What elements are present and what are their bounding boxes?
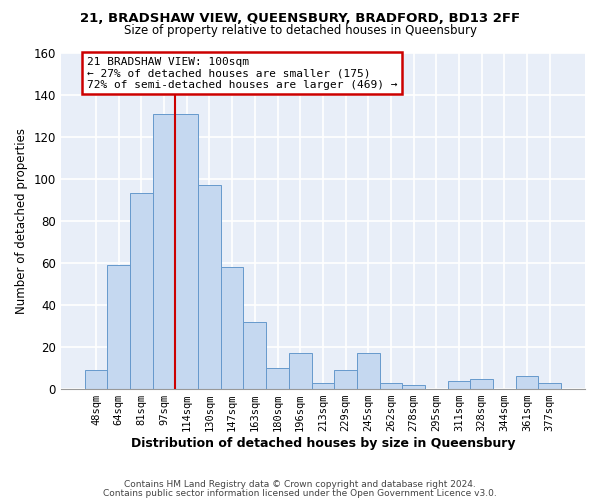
X-axis label: Distribution of detached houses by size in Queensbury: Distribution of detached houses by size … bbox=[131, 437, 515, 450]
Bar bbox=[175, 114, 198, 389]
Bar bbox=[357, 354, 380, 389]
Bar bbox=[311, 383, 334, 389]
Bar bbox=[334, 370, 357, 389]
Text: 21, BRADSHAW VIEW, QUEENSBURY, BRADFORD, BD13 2FF: 21, BRADSHAW VIEW, QUEENSBURY, BRADFORD,… bbox=[80, 12, 520, 26]
Text: Contains public sector information licensed under the Open Government Licence v3: Contains public sector information licen… bbox=[103, 489, 497, 498]
Bar bbox=[538, 383, 561, 389]
Bar bbox=[152, 114, 175, 389]
Bar bbox=[221, 267, 244, 389]
Text: Size of property relative to detached houses in Queensbury: Size of property relative to detached ho… bbox=[124, 24, 476, 37]
Bar bbox=[289, 354, 311, 389]
Bar bbox=[85, 370, 107, 389]
Bar bbox=[198, 185, 221, 389]
Bar bbox=[403, 385, 425, 389]
Bar bbox=[130, 194, 152, 389]
Bar bbox=[516, 376, 538, 389]
Text: Contains HM Land Registry data © Crown copyright and database right 2024.: Contains HM Land Registry data © Crown c… bbox=[124, 480, 476, 489]
Bar bbox=[107, 265, 130, 389]
Y-axis label: Number of detached properties: Number of detached properties bbox=[15, 128, 28, 314]
Bar bbox=[448, 380, 470, 389]
Bar bbox=[266, 368, 289, 389]
Bar bbox=[470, 378, 493, 389]
Bar bbox=[380, 383, 403, 389]
Text: 21 BRADSHAW VIEW: 100sqm
← 27% of detached houses are smaller (175)
72% of semi-: 21 BRADSHAW VIEW: 100sqm ← 27% of detach… bbox=[87, 56, 397, 90]
Bar bbox=[244, 322, 266, 389]
